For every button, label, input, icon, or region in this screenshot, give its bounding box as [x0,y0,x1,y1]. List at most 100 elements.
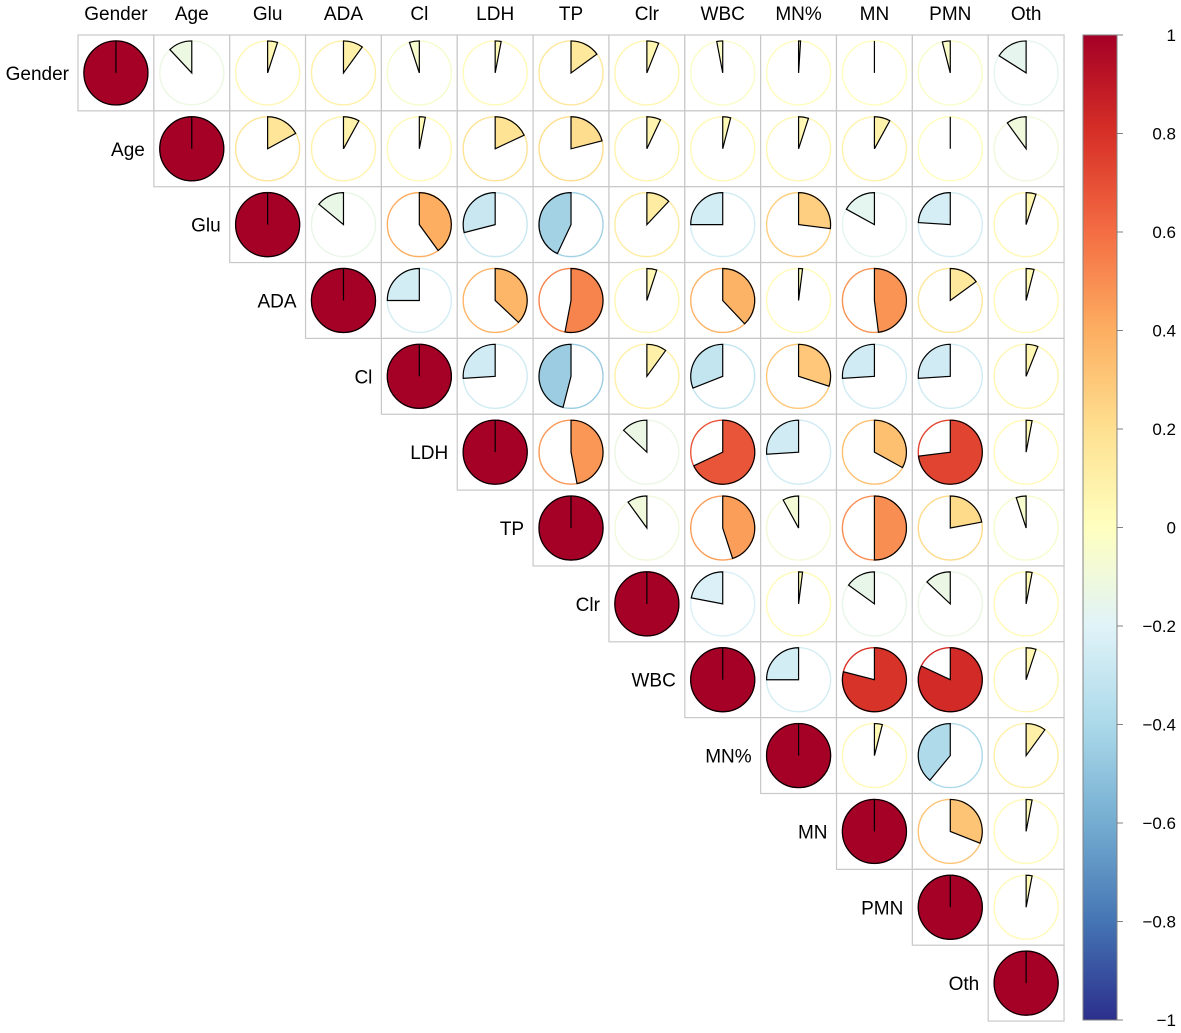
pie-slice [462,192,496,234]
cell-ADA-Oth [987,261,1065,339]
pie-slice [873,419,907,469]
cell-LDH-MN% [760,413,838,491]
cell-MN%-MN% [760,717,838,795]
colorbar-tick-label: 0.6 [1152,223,1176,242]
cell-Age-MN% [760,110,838,188]
cell-Glu-LDH [456,186,534,264]
cell-TP-MN% [760,489,838,567]
column-label-Cl: Cl [410,4,428,25]
pie-slice [386,267,420,302]
colorbar-tick-label: −0.2 [1142,617,1176,636]
pie-slice [1025,647,1037,680]
colorbar-tick-label: 1 [1167,26,1176,45]
pie-slice [169,40,193,75]
cell-WBC-MN% [760,641,838,719]
pie-slice [873,495,908,561]
cell-TP-WBC [684,489,762,567]
cell-Glu-PMN [911,186,989,264]
pie-slice [782,495,800,529]
cell-Glu-Glu [229,186,307,264]
column-label-WBC: WBC [701,4,745,25]
pie-slice [765,647,800,681]
pie-slice [267,40,279,74]
pie-slice [873,267,908,333]
cell-ADA-Cl [380,261,458,339]
row-label-WBC: WBC [631,671,675,692]
colorbar-tick-label: −0.6 [1142,814,1176,833]
row-label-ADA: ADA [257,291,296,312]
pie-slice [841,647,908,713]
row-label-TP: TP [500,519,524,540]
cell-Age-LDH [456,110,534,188]
pie-slice [1025,722,1046,758]
cell-ADA-MN [835,261,913,339]
pie-slice [1015,495,1027,529]
pie-slice [917,722,951,782]
row-label-Oth: Oth [949,974,980,995]
cell-Cl-PMN [911,337,989,415]
cell-Gender-PMN [911,34,989,112]
column-label-ADA: ADA [324,4,363,25]
row-label-LDH: LDH [410,443,448,464]
cell-Glu-TP [532,186,610,264]
cell-WBC-MN [835,641,913,719]
pie-slice [1025,343,1039,377]
column-label-LDH: LDH [476,4,514,25]
pie-slice [622,419,648,454]
pie-slice [797,343,832,387]
pie-slice [917,343,951,379]
column-label-Age: Age [175,4,209,25]
pie-slice [646,343,667,379]
cell-Age-TP [532,110,610,188]
pie-slice [418,192,452,252]
cell-Age-ADA [304,110,382,188]
pie-slice [342,116,360,150]
pie-slice [462,343,496,379]
cell-MN%-PMN [911,717,989,795]
row-label-PMN: PMN [861,898,903,919]
pie-slice [722,495,756,560]
pie-slice [917,419,983,485]
cell-Clr-MN% [760,565,838,643]
cell-ADA-MN% [760,261,838,339]
pie-slice [690,343,724,389]
row-label-MN%: MN% [705,747,752,768]
cell-ADA-TP [532,261,610,339]
pie-slice [267,116,297,150]
pie-slice [646,192,670,227]
cell-Cl-LDH [456,337,534,415]
cell-Gender-Cl [380,34,458,112]
cell-Gender-Oth [987,34,1065,112]
pie-slice [917,647,983,713]
pie-slice [1025,192,1037,225]
pie-slice [1025,798,1033,832]
cell-LDH-TP [532,413,610,491]
column-label-MN%: MN% [775,4,822,25]
cell-Clr-Clr [608,565,686,643]
pie-slice [690,571,724,605]
pie-slice [627,495,648,530]
cell-Cl-Cl [380,337,458,415]
row-label-Gender: Gender [6,64,70,85]
column-labels: Gender Age Glu ADA Cl LDH TP Clr WBC MN% MN PMN Oth [84,4,1041,25]
pie-slice [1025,267,1035,301]
pie-slice [841,343,876,379]
cell-MN-PMN [911,792,989,870]
cell-MN%-Oth [987,717,1065,795]
cell-LDH-WBC [684,413,762,491]
cell-Gender-WBC [684,34,762,112]
cell-Clr-Oth [987,565,1065,643]
pie-slice [1025,571,1033,604]
colorbar-tick-label: 0.4 [1152,322,1176,341]
pie-slice [342,40,364,75]
pie-slice [538,192,572,255]
column-label-Oth: Oth [1011,4,1042,25]
pie-slice [722,267,756,325]
pie-slice [570,116,603,150]
cell-Cl-Oth [987,337,1065,415]
cell-Cl-Clr [608,337,686,415]
colorbar-tick-label: 0.8 [1152,125,1176,144]
cell-LDH-PMN [911,413,989,491]
column-label-TP: TP [559,4,583,25]
